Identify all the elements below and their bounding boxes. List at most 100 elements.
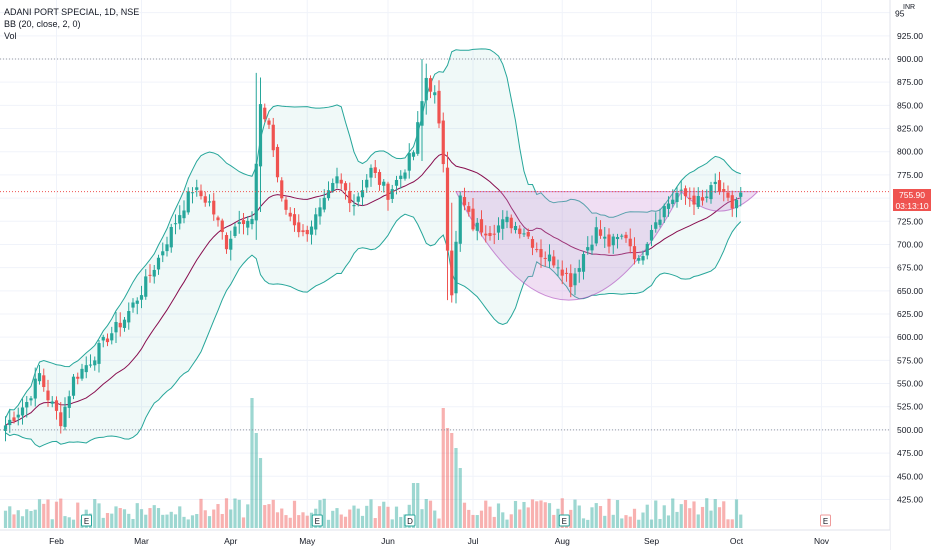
candle-body [675, 192, 679, 203]
price-tick-label: 850.00 [897, 100, 923, 110]
candle-body [339, 179, 343, 184]
candle [297, 214, 301, 238]
candle [645, 241, 649, 260]
candle [237, 210, 241, 234]
event-marker: E [81, 514, 92, 527]
candle-body [654, 222, 658, 229]
candle-body [679, 189, 683, 191]
volume-bar [607, 498, 611, 528]
candle-body [365, 179, 369, 188]
volume-bar [229, 509, 233, 528]
candle-body [607, 234, 611, 247]
volume-bar [186, 519, 190, 528]
candle-body [598, 229, 603, 236]
candle-body [29, 398, 33, 401]
candle [377, 169, 382, 191]
candle-body [297, 222, 301, 233]
candle [496, 217, 501, 240]
event-label: E [315, 517, 320, 526]
volume-bar [76, 502, 80, 528]
volume-bar [573, 499, 577, 528]
candle [356, 192, 360, 207]
candle-body [590, 244, 594, 251]
volume-bar [156, 508, 161, 528]
candle-body [139, 295, 144, 300]
candle-body [76, 376, 80, 379]
volume-bar [479, 510, 484, 528]
candle [424, 63, 428, 115]
volume-bar [110, 513, 114, 528]
candle-body [513, 225, 518, 231]
candle [59, 402, 63, 434]
candle-body [190, 192, 195, 194]
volume-bar [212, 509, 216, 528]
volume-bar [611, 514, 615, 528]
candle-body [271, 124, 275, 151]
price-tick-label: 650.00 [897, 286, 923, 296]
volume-bar [654, 500, 658, 528]
candle-body [288, 212, 292, 217]
symbol-title[interactable]: ADANI PORT SPECIAL, 1D, NSE [4, 7, 140, 17]
time-tick-label: Aug [555, 536, 570, 546]
price-axis-bg [890, 0, 932, 550]
volume-bar [628, 516, 632, 528]
candle-body [280, 180, 284, 199]
event-label: D [407, 517, 413, 526]
candle-body [649, 229, 654, 241]
candle-body [700, 197, 705, 201]
candle [688, 187, 692, 207]
candle-body [326, 190, 331, 199]
volume-bar [152, 505, 156, 528]
volume-label[interactable]: Vol [4, 31, 17, 41]
indicator-label[interactable]: BB (20, close, 2, 0) [4, 19, 81, 29]
candle [700, 189, 705, 206]
volume-bar [386, 506, 390, 528]
candle [454, 230, 458, 304]
candle [203, 191, 207, 207]
candle-body [573, 273, 577, 286]
event-marker: E [558, 514, 570, 527]
candle-body [628, 238, 632, 247]
candle [131, 298, 135, 313]
candle-body [416, 122, 420, 154]
candle [577, 259, 581, 283]
volume-bar [394, 506, 399, 528]
volume-bar [590, 507, 594, 528]
volume-bar [343, 516, 348, 528]
volume-bar [356, 508, 360, 528]
volume-bar [586, 519, 590, 528]
candle-body [509, 217, 513, 229]
volume-bar [275, 512, 280, 528]
volume-bar [382, 501, 386, 528]
volume-bar [679, 504, 683, 528]
candle [352, 194, 356, 216]
candle-body [59, 412, 63, 427]
candle [288, 207, 292, 222]
candle [169, 223, 173, 253]
volume-bar [522, 501, 526, 528]
chart-legend: ADANI PORT SPECIAL, 1D, NSE BB (20, clos… [4, 6, 139, 42]
candle [84, 356, 88, 379]
candle [97, 340, 101, 373]
candle-body [428, 78, 433, 92]
last-price: 755.90 [899, 190, 925, 200]
candle [552, 250, 556, 268]
volume-bar [543, 502, 547, 528]
volume-bar [322, 498, 326, 528]
candle [586, 236, 590, 255]
volume-bar [271, 499, 275, 528]
candle-body [382, 181, 386, 186]
volume-bar [535, 501, 539, 528]
candle-body [518, 228, 522, 235]
price-tick-label: 95 [895, 9, 905, 19]
candle [535, 242, 539, 253]
volume-bar [700, 506, 705, 528]
volume-bar [127, 513, 131, 528]
candle [118, 312, 122, 337]
candle-body [135, 300, 139, 304]
candle-body [118, 322, 122, 328]
candle [360, 179, 365, 206]
candle-body [254, 163, 258, 221]
candle-body [267, 120, 271, 125]
